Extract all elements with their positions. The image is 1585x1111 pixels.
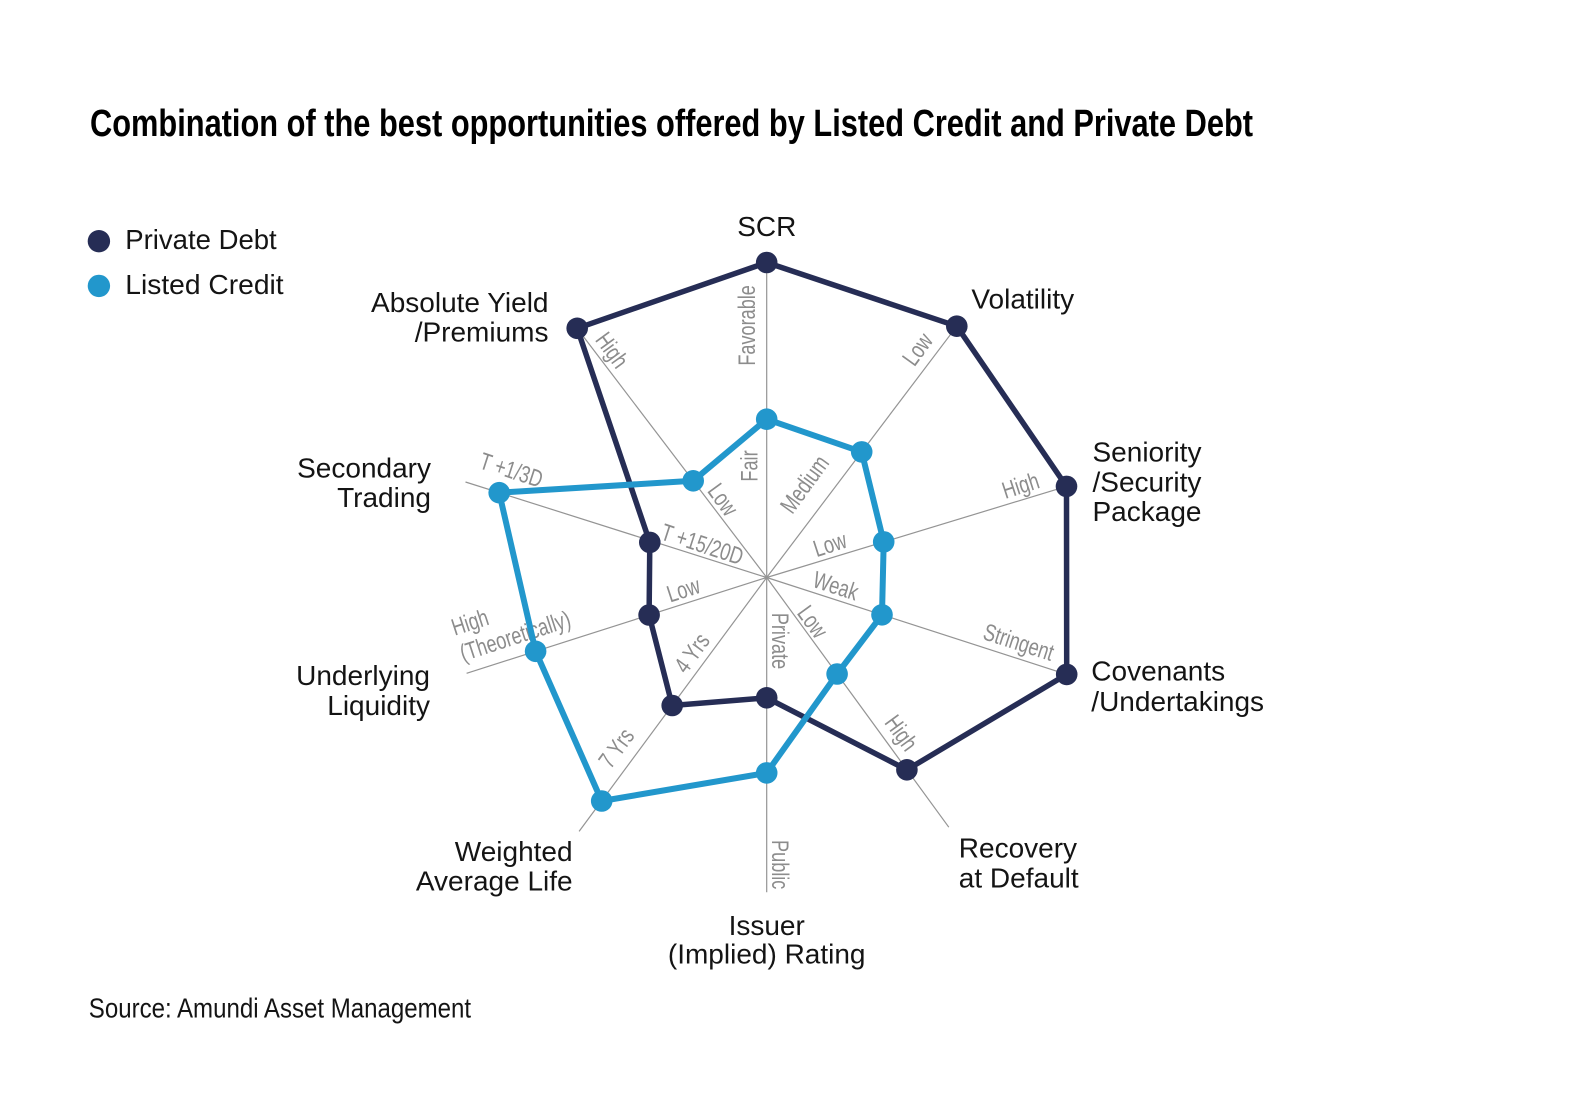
- svg-text:Private Debt: Private Debt: [125, 224, 277, 255]
- svg-text:Volatility: Volatility: [971, 283, 1074, 314]
- svg-text:Fair: Fair: [736, 450, 763, 481]
- svg-text:Private: Private: [766, 613, 793, 669]
- svg-text:Weighted: Weighted: [455, 836, 573, 867]
- svg-text:Average Life: Average Life: [416, 866, 573, 897]
- svg-text:Trading: Trading: [337, 482, 431, 513]
- svg-text:Liquidity: Liquidity: [327, 690, 430, 721]
- svg-text:Listed Credit: Listed Credit: [125, 269, 284, 300]
- svg-text:Absolute Yield: Absolute Yield: [371, 287, 548, 318]
- svg-text:Issuer: Issuer: [729, 910, 805, 941]
- svg-text:Secondary: Secondary: [297, 452, 431, 483]
- svg-text:Public: Public: [767, 840, 794, 890]
- svg-text:/Undertakings: /Undertakings: [1091, 686, 1264, 717]
- svg-text:Combination of the best opport: Combination of the best opportunities of…: [90, 103, 1253, 145]
- svg-text:/Premiums: /Premiums: [415, 317, 549, 348]
- svg-text:Package: Package: [1093, 496, 1202, 527]
- svg-text:Covenants: Covenants: [1091, 655, 1225, 686]
- svg-text:Underlying: Underlying: [296, 660, 430, 691]
- svg-text:Favorable: Favorable: [733, 285, 760, 366]
- svg-text:Recovery: Recovery: [959, 833, 1077, 864]
- svg-text:Seniority: Seniority: [1093, 437, 1202, 468]
- svg-text:/Security: /Security: [1093, 466, 1202, 497]
- svg-text:at Default: at Default: [959, 863, 1079, 894]
- svg-text:Source: Amundi Asset Managemen: Source: Amundi Asset Management: [89, 992, 471, 1023]
- svg-text:(Implied) Rating: (Implied) Rating: [668, 938, 866, 969]
- svg-text:SCR: SCR: [737, 211, 796, 242]
